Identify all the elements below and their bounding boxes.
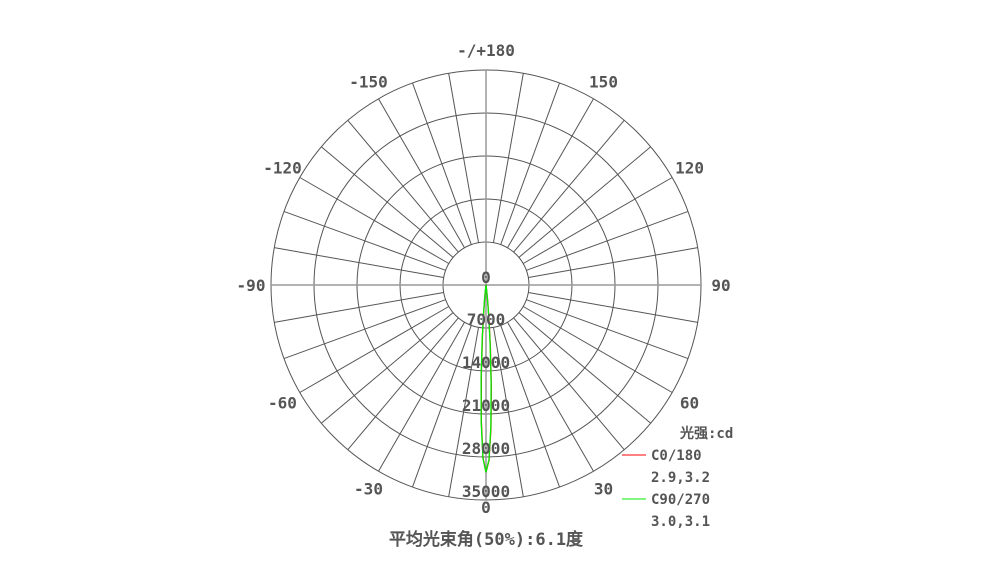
grid-spoke	[500, 82, 561, 245]
radial-label: 0	[481, 268, 491, 287]
radial-label: 14000	[462, 353, 510, 372]
angle-label: 120	[675, 159, 704, 178]
angle-label: -30	[354, 480, 383, 499]
radial-label: 21000	[462, 396, 510, 415]
grid-spoke	[283, 299, 446, 360]
grid-spoke	[274, 247, 444, 279]
legend-label-c90: C90/270	[651, 492, 710, 508]
radial-label: 35000	[462, 482, 510, 501]
radial-label: 7000	[467, 310, 506, 329]
chart-title: 平均光束角(50%):6.1度	[389, 529, 584, 550]
grid-spoke	[518, 146, 652, 258]
grid-spoke	[513, 119, 625, 253]
grid-spoke	[448, 327, 480, 497]
grid-spoke	[283, 210, 446, 271]
legend-beam-c0: 2.9,3.2	[651, 470, 710, 486]
grid-spoke	[378, 321, 465, 472]
grid-spoke	[526, 299, 689, 360]
grid-spoke	[411, 325, 472, 488]
grid-spoke	[528, 247, 698, 279]
series-curve-1	[480, 284, 492, 473]
radial-label: 28000	[462, 439, 510, 458]
angle-label: 90	[711, 276, 730, 295]
angle-label: -120	[263, 159, 302, 178]
grid-spoke	[299, 306, 450, 393]
grid-spoke	[518, 312, 652, 424]
grid-spoke	[522, 177, 673, 264]
grid-spoke	[522, 306, 673, 393]
angle-label: 0	[481, 498, 491, 517]
grid-spoke	[411, 82, 472, 245]
grid-spoke	[347, 119, 459, 253]
grid-spoke	[347, 317, 459, 451]
angle-label: -/+180	[457, 41, 515, 60]
angle-label: -150	[349, 72, 388, 91]
angle-label: -90	[237, 276, 266, 295]
grid-spoke	[448, 73, 480, 243]
grid-spoke	[513, 317, 625, 451]
angle-label: 30	[594, 480, 613, 499]
legend-beam-c90: 3.0,3.1	[651, 514, 710, 530]
axis-labels: 0 30 60 90 120 150 -/+180 -150 -120 -90 -60 -30 0 700…	[237, 41, 731, 517]
grid-spoke	[528, 291, 698, 323]
legend: 光强:cd C0/180 2.9,3.2 C90/270 3.0,3.1	[622, 425, 733, 530]
grid-spoke	[492, 73, 524, 243]
grid-spoke	[526, 210, 689, 271]
unit-label: 光强:cd	[679, 425, 733, 442]
grid-spoke	[320, 312, 454, 424]
grid-spoke	[299, 177, 450, 264]
angle-label: -60	[268, 394, 297, 413]
grid-spoke	[507, 321, 594, 472]
grid-spoke	[274, 291, 444, 323]
intensity-curves	[480, 284, 492, 473]
grid-spoke	[320, 146, 454, 258]
grid-spoke	[378, 98, 465, 249]
grid-spoke	[507, 98, 594, 249]
legend-label-c0: C0/180	[651, 448, 702, 464]
angle-label: 150	[589, 72, 618, 91]
grid-spoke	[492, 327, 524, 497]
polar-grid	[270, 69, 702, 501]
grid-spoke	[500, 325, 561, 488]
angle-label: 60	[680, 394, 699, 413]
